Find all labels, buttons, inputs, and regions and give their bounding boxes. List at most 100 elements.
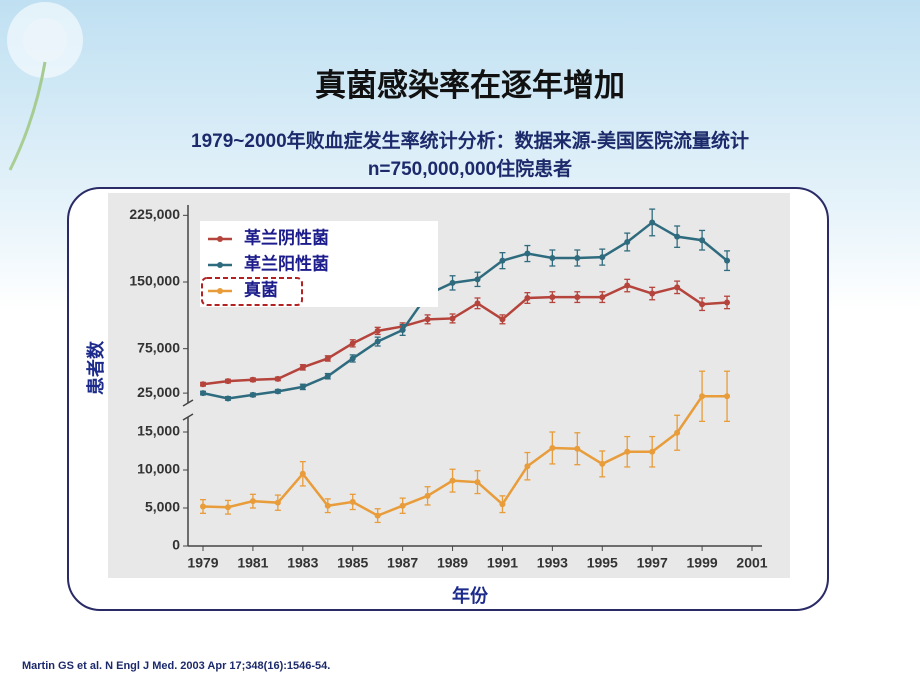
point — [499, 316, 506, 323]
point — [324, 373, 331, 380]
y-tick-label: 15,000 — [137, 423, 180, 439]
point — [574, 445, 581, 452]
point — [299, 364, 306, 371]
point — [599, 460, 606, 467]
point — [324, 355, 331, 362]
point — [299, 383, 306, 390]
point — [249, 498, 256, 505]
legend-highlight — [201, 277, 303, 306]
x-tick-label: 1985 — [337, 555, 368, 571]
point — [399, 327, 406, 333]
point — [249, 391, 256, 398]
series — [200, 370, 731, 524]
y-tick-label: 10,000 — [137, 461, 180, 477]
axis-break — [182, 399, 194, 407]
series-line — [202, 220, 728, 400]
x-tick-label: 1995 — [587, 555, 618, 571]
point — [249, 376, 256, 383]
point — [474, 276, 481, 283]
x-tick-label: 1981 — [237, 555, 268, 571]
point — [374, 512, 381, 519]
subtitle-line: n=750,000,000住院患者 — [368, 157, 572, 180]
point — [449, 315, 456, 322]
point — [349, 355, 356, 362]
point — [599, 294, 606, 301]
y-tick-label: 5,000 — [145, 499, 180, 515]
legend-label: 真菌 — [244, 279, 278, 299]
point — [200, 390, 206, 397]
point — [349, 498, 356, 505]
point — [699, 301, 706, 308]
point — [549, 444, 556, 451]
point — [274, 388, 281, 395]
point — [649, 290, 656, 297]
point — [574, 255, 581, 261]
y-tick-label: 150,000 — [129, 273, 180, 289]
point — [724, 299, 731, 306]
point — [524, 295, 531, 301]
dandelion — [7, 2, 83, 171]
y-tick-label: 25,000 — [137, 384, 180, 400]
point — [524, 463, 531, 470]
point — [649, 448, 656, 455]
legend-swatch — [217, 236, 223, 242]
point — [474, 300, 481, 307]
point — [324, 502, 331, 509]
point — [424, 316, 431, 323]
point — [299, 470, 306, 477]
point — [674, 284, 681, 291]
point — [724, 393, 731, 400]
point — [574, 294, 581, 301]
x-axis-label: 年份 — [452, 585, 489, 606]
point — [200, 503, 206, 510]
legend-box — [200, 221, 438, 307]
series-line — [202, 284, 728, 386]
x-tick-label: 1991 — [487, 555, 518, 571]
point — [224, 504, 231, 511]
legend-label: 革兰阳性菌 — [244, 253, 329, 273]
axis-break — [182, 413, 194, 421]
point — [224, 395, 231, 402]
point — [499, 257, 506, 264]
point — [374, 338, 381, 345]
point — [349, 340, 356, 347]
point — [549, 255, 556, 261]
point — [499, 501, 506, 508]
point — [374, 327, 381, 334]
x-tick-label: 2001 — [736, 555, 767, 571]
point — [200, 381, 206, 388]
point — [624, 282, 631, 289]
point — [424, 492, 431, 499]
point — [699, 237, 706, 244]
reference: Martin GS et al. N Engl J Med. 2003 Apr … — [22, 660, 330, 672]
x-tick-label: 1983 — [287, 555, 318, 571]
slide-title: 真菌感染率在逐年增加 — [315, 68, 625, 103]
point — [624, 239, 631, 245]
y-tick-label: 225,000 — [129, 206, 180, 222]
point — [624, 448, 631, 455]
point — [674, 233, 681, 240]
x-tick-label: 1999 — [687, 555, 718, 571]
point — [599, 254, 606, 261]
y-tick-label: 75,000 — [137, 339, 180, 355]
point — [224, 378, 231, 385]
point — [724, 257, 731, 264]
point — [449, 279, 456, 286]
point — [274, 499, 281, 506]
legend-swatch — [217, 288, 223, 294]
x-tick-label: 1979 — [187, 555, 218, 571]
point — [399, 502, 406, 509]
point — [474, 479, 481, 486]
subtitle-line: 1979~2000年败血症发生率统计分析：数据来源-美国医院流量统计 — [191, 129, 749, 152]
point — [649, 219, 656, 226]
y-tick-label: 0 — [172, 537, 180, 553]
point — [699, 393, 706, 400]
legend-swatch — [217, 262, 223, 268]
point — [524, 250, 531, 257]
point — [549, 294, 556, 301]
x-tick-label: 1987 — [387, 555, 418, 571]
legend-label: 革兰阴性菌 — [244, 227, 329, 247]
point — [674, 429, 681, 436]
